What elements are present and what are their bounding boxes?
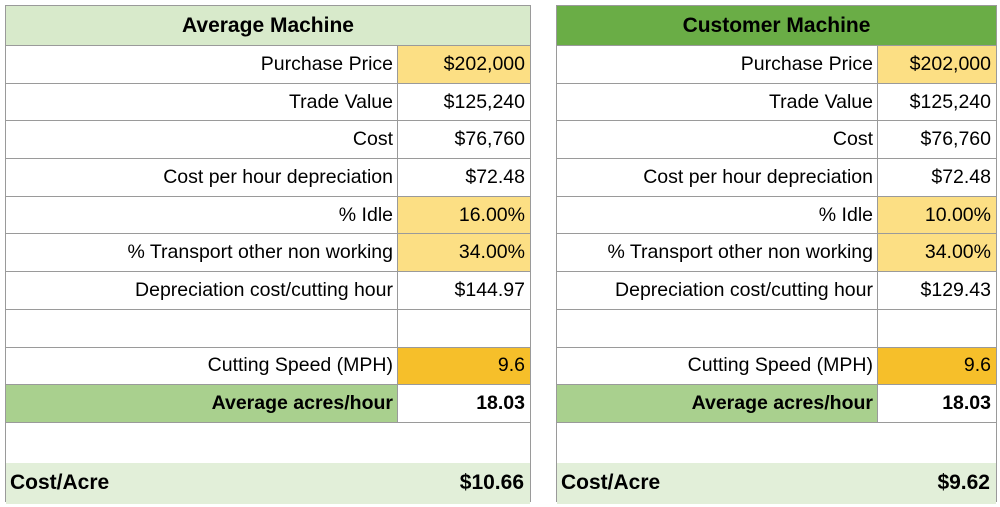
blank-row <box>6 309 530 348</box>
cost-row: Cost $76,760 <box>557 121 996 160</box>
trade-value-row: Trade Value $125,240 <box>557 83 996 122</box>
cost-per-acre-value: $9.62 <box>937 471 990 495</box>
blank-row <box>557 309 996 348</box>
cost-row: Cost $76,760 <box>6 121 530 160</box>
idle-percent-row: % Idle 16.00% <box>6 196 530 235</box>
purchase-price-value[interactable]: $202,000 <box>398 46 530 83</box>
cost-label: Cost <box>557 121 878 159</box>
average-acres-hour-label: Average acres/hour <box>557 385 878 422</box>
trade-value-row: Trade Value $125,240 <box>6 83 530 122</box>
idle-percent-label: % Idle <box>6 196 398 234</box>
purchase-price-value[interactable]: $202,000 <box>878 46 996 83</box>
depreciation-cutting-hour-value: $144.97 <box>454 278 526 301</box>
customer-machine-table: Customer Machine Purchase Price $202,000… <box>556 5 997 504</box>
blank-value <box>398 310 530 347</box>
transport-percent-value[interactable]: 34.00% <box>878 234 996 272</box>
transport-percent-row: % Transport other non working 34.00% <box>557 234 996 273</box>
cost-per-acre-label: Cost/Acre <box>10 471 110 495</box>
blank-label <box>557 309 878 347</box>
cost-value: $76,760 <box>454 128 526 151</box>
purchase-price-label: Purchase Price <box>557 46 878 83</box>
blank-value <box>878 310 996 347</box>
cost-per-hour-depreciation-label: Cost per hour depreciation <box>6 159 398 196</box>
depreciation-cutting-hour-value: $129.43 <box>920 278 992 301</box>
average-acres-hour-value: 18.03 <box>942 392 991 415</box>
cost-per-hour-depreciation-row: Cost per hour depreciation $72.48 <box>557 159 996 197</box>
cost-per-acre-value: $10.66 <box>459 471 524 495</box>
cutting-speed-label: Cutting Speed (MPH) <box>6 347 398 385</box>
depreciation-cutting-hour-row: Depreciation cost/cutting hour $129.43 <box>557 272 996 310</box>
transport-percent-row: % Transport other non working 34.00% <box>6 234 530 273</box>
purchase-price-row: Purchase Price $202,000 <box>6 46 530 84</box>
depreciation-cutting-hour-label: Depreciation cost/cutting hour <box>557 272 878 309</box>
idle-percent-row: % Idle 10.00% <box>557 196 996 235</box>
cost-per-acre-row: Cost/Acre $10.66 <box>6 462 530 504</box>
idle-percent-label: % Idle <box>557 196 878 234</box>
depreciation-cutting-hour-label: Depreciation cost/cutting hour <box>6 272 398 309</box>
average-acres-hour-row: Average acres/hour 18.03 <box>557 385 996 423</box>
customer-machine-title: Customer Machine <box>557 6 996 46</box>
spacer-row <box>557 423 996 463</box>
idle-percent-value[interactable]: 10.00% <box>878 196 996 234</box>
cost-per-hour-depreciation-label: Cost per hour depreciation <box>557 159 878 196</box>
trade-value-label: Trade Value <box>6 83 398 121</box>
average-acres-hour-label: Average acres/hour <box>6 385 398 422</box>
idle-percent-value[interactable]: 16.00% <box>398 196 530 234</box>
cost-value: $76,760 <box>920 128 992 151</box>
cutting-speed-row: Cutting Speed (MPH) 9.6 <box>557 347 996 386</box>
cost-per-acre-label: Cost/Acre <box>561 471 661 495</box>
transport-percent-label: % Transport other non working <box>6 234 398 272</box>
trade-value-value: $125,240 <box>443 90 525 113</box>
purchase-price-row: Purchase Price $202,000 <box>557 46 996 84</box>
cutting-speed-row: Cutting Speed (MPH) 9.6 <box>6 347 530 386</box>
spacer-row <box>6 423 530 463</box>
purchase-price-label: Purchase Price <box>6 46 398 83</box>
average-machine-table: Average Machine Purchase Price $202,000 … <box>5 5 531 504</box>
blank-label <box>6 309 398 347</box>
cutting-speed-value[interactable]: 9.6 <box>878 347 996 385</box>
average-acres-hour-value: 18.03 <box>476 392 525 415</box>
cutting-speed-label: Cutting Speed (MPH) <box>557 347 878 385</box>
transport-percent-label: % Transport other non working <box>557 234 878 272</box>
cutting-speed-value[interactable]: 9.6 <box>398 347 530 385</box>
cost-per-hour-depreciation-row: Cost per hour depreciation $72.48 <box>6 159 530 197</box>
trade-value-value: $125,240 <box>909 90 991 113</box>
trade-value-label: Trade Value <box>557 83 878 121</box>
cost-per-hour-depreciation-value: $72.48 <box>465 165 525 188</box>
cost-per-hour-depreciation-value: $72.48 <box>931 165 991 188</box>
transport-percent-value[interactable]: 34.00% <box>398 234 530 272</box>
depreciation-cutting-hour-row: Depreciation cost/cutting hour $144.97 <box>6 272 530 310</box>
cost-per-acre-row: Cost/Acre $9.62 <box>557 462 996 504</box>
average-acres-hour-row: Average acres/hour 18.03 <box>6 385 530 423</box>
cost-label: Cost <box>6 121 398 159</box>
average-machine-title: Average Machine <box>6 6 530 46</box>
